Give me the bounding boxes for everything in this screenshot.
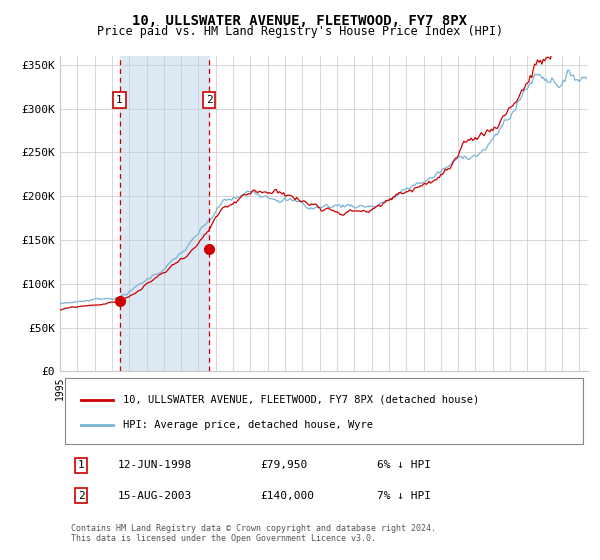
Text: 10, ULLSWATER AVENUE, FLEETWOOD, FY7 8PX (detached house): 10, ULLSWATER AVENUE, FLEETWOOD, FY7 8PX… <box>124 395 479 405</box>
Text: £140,000: £140,000 <box>260 491 314 501</box>
Text: 2: 2 <box>78 491 85 501</box>
FancyBboxPatch shape <box>65 379 583 444</box>
Bar <box>119 56 209 371</box>
Text: Contains HM Land Registry data © Crown copyright and database right 2024.
This d: Contains HM Land Registry data © Crown c… <box>71 524 436 543</box>
Text: £79,950: £79,950 <box>260 460 308 470</box>
Text: 12-JUN-1998: 12-JUN-1998 <box>118 460 193 470</box>
Text: 6% ↓ HPI: 6% ↓ HPI <box>377 460 431 470</box>
Text: 15-AUG-2003: 15-AUG-2003 <box>118 491 193 501</box>
Text: Price paid vs. HM Land Registry's House Price Index (HPI): Price paid vs. HM Land Registry's House … <box>97 25 503 38</box>
Text: 1: 1 <box>78 460 85 470</box>
Text: 2: 2 <box>206 95 212 105</box>
Text: HPI: Average price, detached house, Wyre: HPI: Average price, detached house, Wyre <box>124 419 373 430</box>
Text: 1: 1 <box>116 95 123 105</box>
Text: 10, ULLSWATER AVENUE, FLEETWOOD, FY7 8PX: 10, ULLSWATER AVENUE, FLEETWOOD, FY7 8PX <box>133 14 467 28</box>
Text: 7% ↓ HPI: 7% ↓ HPI <box>377 491 431 501</box>
